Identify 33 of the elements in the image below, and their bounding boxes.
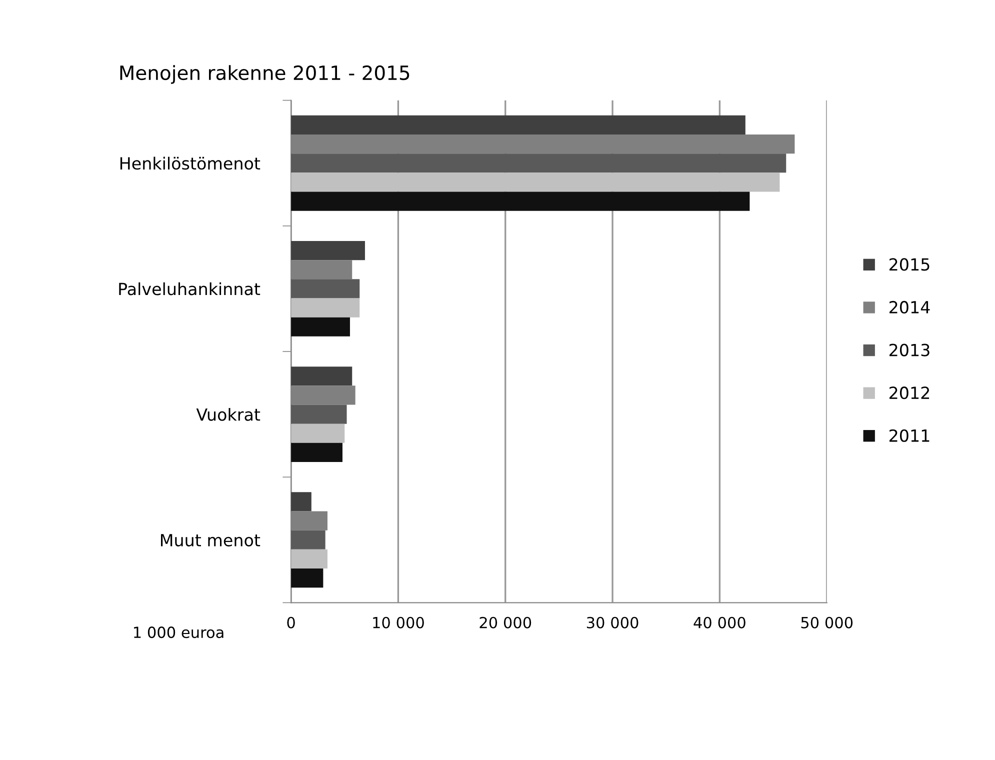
bar — [291, 115, 746, 134]
x-tick-label: 20 000 — [480, 616, 532, 628]
bar — [291, 172, 780, 192]
x-tick-label: 10 000 — [373, 616, 424, 628]
bar — [291, 154, 786, 173]
y-tick-label: Muut menot — [161, 534, 260, 546]
x-tick-label: 0 — [287, 616, 295, 628]
bar — [291, 366, 352, 386]
y-tick-label: Palveluhankinnat — [119, 282, 260, 296]
legend-label: 2011 — [890, 429, 930, 442]
bar — [291, 568, 324, 588]
x-tick-label: 30 000 — [586, 616, 638, 628]
bar — [291, 317, 350, 336]
bar — [291, 442, 342, 462]
legend-label: 2015 — [890, 258, 930, 271]
x-axis-title: 1 000 euroa — [134, 626, 224, 638]
chart-title: Menojen rakenne 2011 - 2015 — [120, 65, 410, 84]
bar — [291, 549, 328, 569]
legend-label: 2012 — [890, 386, 930, 400]
bar — [291, 404, 347, 424]
legend-label: 2013 — [890, 344, 930, 356]
x-tick-label: 50 000 — [801, 616, 853, 628]
bar — [291, 424, 345, 443]
legend-label: 2014 — [890, 300, 930, 314]
bar — [291, 298, 360, 318]
bar — [291, 192, 750, 211]
bar — [291, 279, 360, 298]
bar — [291, 240, 365, 260]
x-tick-label: 40 000 — [694, 616, 746, 628]
bar — [291, 492, 312, 512]
bar — [291, 530, 326, 550]
y-tick-label: Henkilöstömenot — [120, 156, 260, 170]
y-tick-label: Vuokrat — [196, 408, 260, 421]
